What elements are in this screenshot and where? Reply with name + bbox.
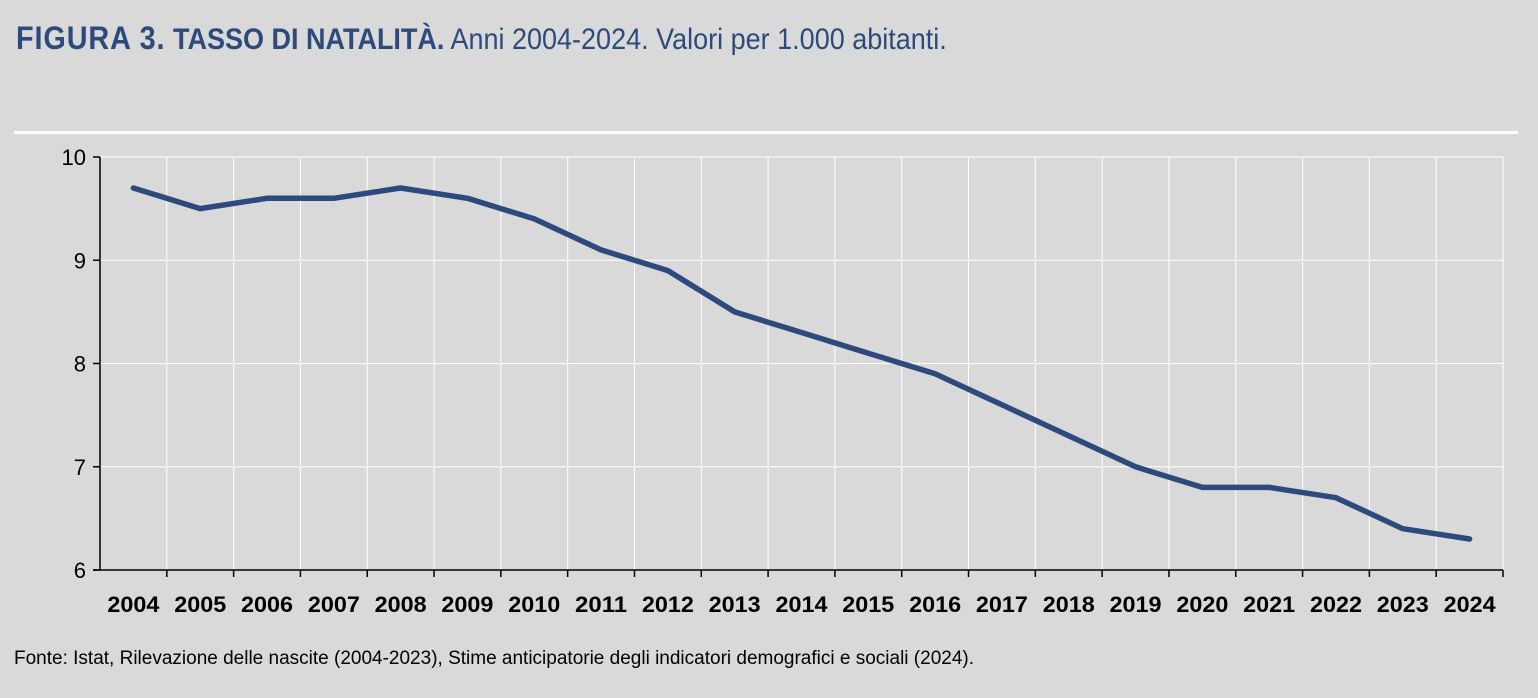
- y-tick-label: 8: [74, 352, 86, 377]
- y-tick-label: 10: [62, 145, 86, 170]
- data-point: [331, 195, 337, 201]
- data-point: [999, 402, 1005, 408]
- label-layer: 6 7 8 9 10 2004 2005 2006 2007 2008 2009 2010 2011 20…: [62, 145, 1497, 617]
- x-tick-label: 2007: [308, 592, 360, 617]
- x-tick-label: 2006: [241, 592, 293, 617]
- x-tick-label: 2018: [1043, 592, 1095, 617]
- data-point: [799, 330, 804, 336]
- data-point: [264, 195, 270, 201]
- x-tick-label: 2004: [107, 592, 160, 617]
- figure-label: FIGURA 3.: [16, 20, 166, 56]
- data-point: [464, 195, 470, 201]
- data-point: [1199, 484, 1205, 490]
- x-tick-label: 2016: [909, 592, 961, 617]
- x-tick-label: 2019: [1110, 592, 1162, 617]
- x-tick-label: 2008: [375, 592, 427, 617]
- x-tick-label: 2021: [1243, 592, 1295, 617]
- x-tick-label: 2010: [508, 592, 560, 617]
- birth-rate-line-chart: 6 7 8 9 10 2004 2005 2006 2007 2008 2009 2010 2011 20…: [62, 145, 1504, 617]
- x-tick-label: 2005: [174, 592, 226, 617]
- series-layer: [130, 185, 1473, 542]
- x-tick-label: 2012: [642, 592, 694, 617]
- x-tick-label: 2024: [1444, 592, 1497, 617]
- source-note: Fonte: Istat, Rilevazione delle nascite …: [14, 648, 975, 669]
- figure-title: FIGURA 3. TASSO DI NATALITÀ. Anni 2004-2…: [16, 18, 947, 60]
- data-point: [932, 371, 938, 377]
- x-tick-label: 2015: [842, 592, 894, 617]
- y-tick-label: 9: [74, 248, 86, 273]
- data-point: [1066, 433, 1072, 439]
- axis-layer: [93, 156, 1504, 577]
- title-divider: [14, 131, 1518, 134]
- data-point: [531, 216, 537, 222]
- data-point: [1266, 484, 1272, 490]
- figure-topic: TASSO DI NATALITÀ.: [172, 23, 445, 56]
- x-tick-label: 2022: [1310, 592, 1362, 617]
- x-tick-label: 2020: [1176, 592, 1228, 617]
- figure-description: Anni 2004-2024. Valori per 1.000 abitant…: [450, 23, 947, 56]
- y-tick-label: 6: [74, 558, 86, 583]
- x-tick-label: 2011: [575, 592, 627, 617]
- x-tick-label: 2013: [709, 592, 761, 617]
- data-point: [398, 185, 404, 191]
- y-tick-label: 7: [74, 455, 86, 480]
- data-point: [598, 247, 604, 253]
- data-point: [665, 268, 671, 274]
- grid-layer: [100, 156, 1504, 570]
- x-tick-label: 2017: [976, 592, 1028, 617]
- x-tick-label: 2009: [441, 592, 493, 617]
- data-point: [1467, 536, 1473, 542]
- data-point: [1133, 464, 1139, 470]
- data-point: [197, 206, 203, 212]
- data-point: [1400, 526, 1406, 532]
- x-tick-label: 2023: [1377, 592, 1429, 617]
- x-tick-label: 2014: [776, 592, 829, 617]
- data-point: [732, 309, 738, 315]
- data-point: [865, 350, 871, 356]
- data-point: [130, 185, 136, 191]
- data-point: [1333, 495, 1339, 501]
